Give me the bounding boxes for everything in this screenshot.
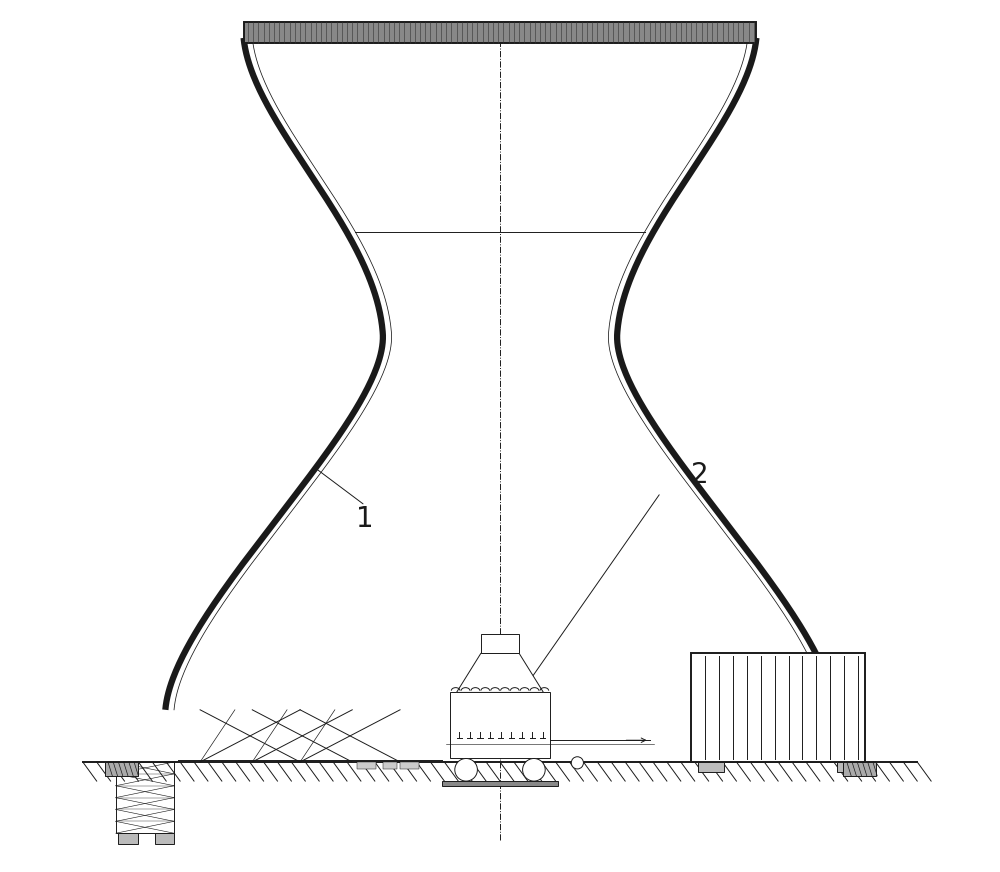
Bar (450, 692, 550, 759)
Bar (116, 762, 174, 834)
Bar (837, 762, 863, 773)
Bar (400, 762, 419, 769)
Bar (357, 762, 376, 769)
Circle shape (455, 759, 477, 781)
Bar (244, 23, 756, 43)
Bar (698, 762, 724, 773)
Bar (691, 653, 865, 762)
Text: 2: 2 (691, 461, 709, 489)
Bar (843, 762, 876, 776)
Polygon shape (457, 653, 543, 692)
Circle shape (571, 757, 583, 769)
Bar (442, 781, 558, 787)
Bar (105, 762, 138, 776)
Bar (481, 634, 519, 653)
Bar (155, 834, 174, 844)
Bar (383, 762, 397, 769)
Bar (118, 834, 138, 844)
Text: 1: 1 (356, 505, 374, 533)
Circle shape (523, 759, 545, 781)
